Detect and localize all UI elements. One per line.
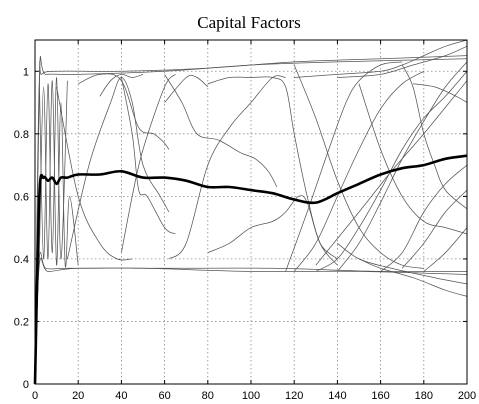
series-line — [165, 75, 208, 102]
series-line — [413, 84, 467, 103]
series-line — [294, 71, 424, 271]
y-tick-label: 0.4 — [14, 254, 29, 266]
x-tick-label: 200 — [458, 390, 476, 402]
series-line-mean — [35, 156, 467, 384]
y-tick-label: 0.2 — [14, 316, 29, 328]
series-line — [208, 196, 338, 259]
x-tick-label: 60 — [158, 390, 170, 402]
series-line — [402, 190, 467, 268]
x-tick-label: 40 — [115, 390, 127, 402]
grid-lines — [35, 40, 467, 384]
series-line — [337, 62, 467, 272]
x-tick-label: 20 — [72, 390, 84, 402]
x-tick-label: 0 — [32, 390, 38, 402]
axes: 0 20 40 60 80 100 120 140 160 180 200 0 0.2 0.4 0.6 0.8… — [14, 40, 476, 402]
x-tick-label: 180 — [415, 390, 433, 402]
series-line — [316, 81, 467, 266]
x-tick-label: 140 — [328, 390, 346, 402]
series-line — [208, 77, 338, 265]
x-tick-label: 120 — [285, 390, 303, 402]
y-tick-label: 0.6 — [14, 191, 29, 203]
y-tick-label: 0 — [23, 379, 29, 391]
chart-title: Capital Factors — [197, 13, 300, 32]
series-line — [286, 62, 403, 272]
x-tick-label: 100 — [242, 390, 260, 402]
series-line — [67, 78, 168, 259]
x-tick-label: 80 — [202, 390, 214, 402]
series-line — [337, 243, 467, 284]
y-tick-label: 1 — [23, 66, 29, 78]
series-line — [169, 76, 286, 259]
x-tick-label: 160 — [371, 390, 389, 402]
y-tick-label: 0.8 — [14, 129, 29, 141]
